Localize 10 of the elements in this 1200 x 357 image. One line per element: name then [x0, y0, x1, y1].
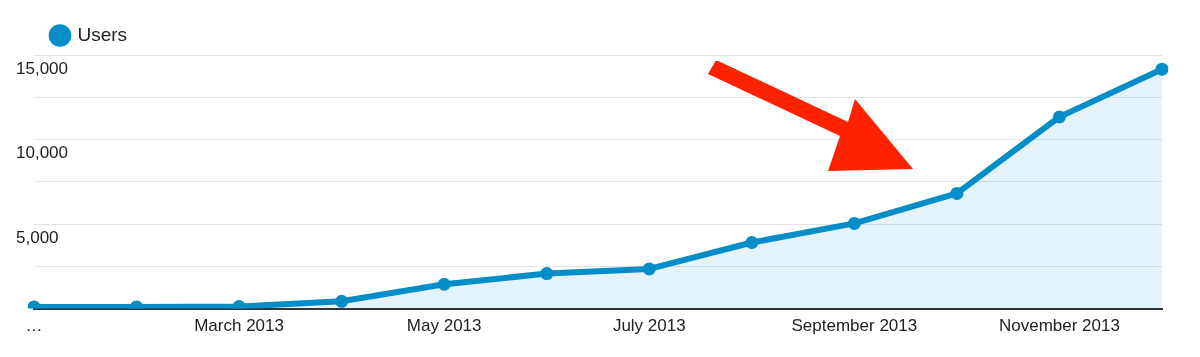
- x-tick-label: March 2013: [194, 316, 284, 336]
- legend-label: Users: [77, 23, 128, 45]
- y-tick-label: 5,000: [16, 227, 59, 247]
- x-tick-label: May 2013: [406, 316, 482, 336]
- y-tick-label: 10,000: [16, 143, 68, 163]
- x-tick-label: …: [25, 316, 43, 336]
- x-tick-label: November 2013: [998, 316, 1120, 336]
- x-tick-label: July 2013: [612, 316, 686, 336]
- y-tick-label: 15,000: [16, 58, 68, 78]
- x-tick-label: September 2013: [791, 316, 918, 336]
